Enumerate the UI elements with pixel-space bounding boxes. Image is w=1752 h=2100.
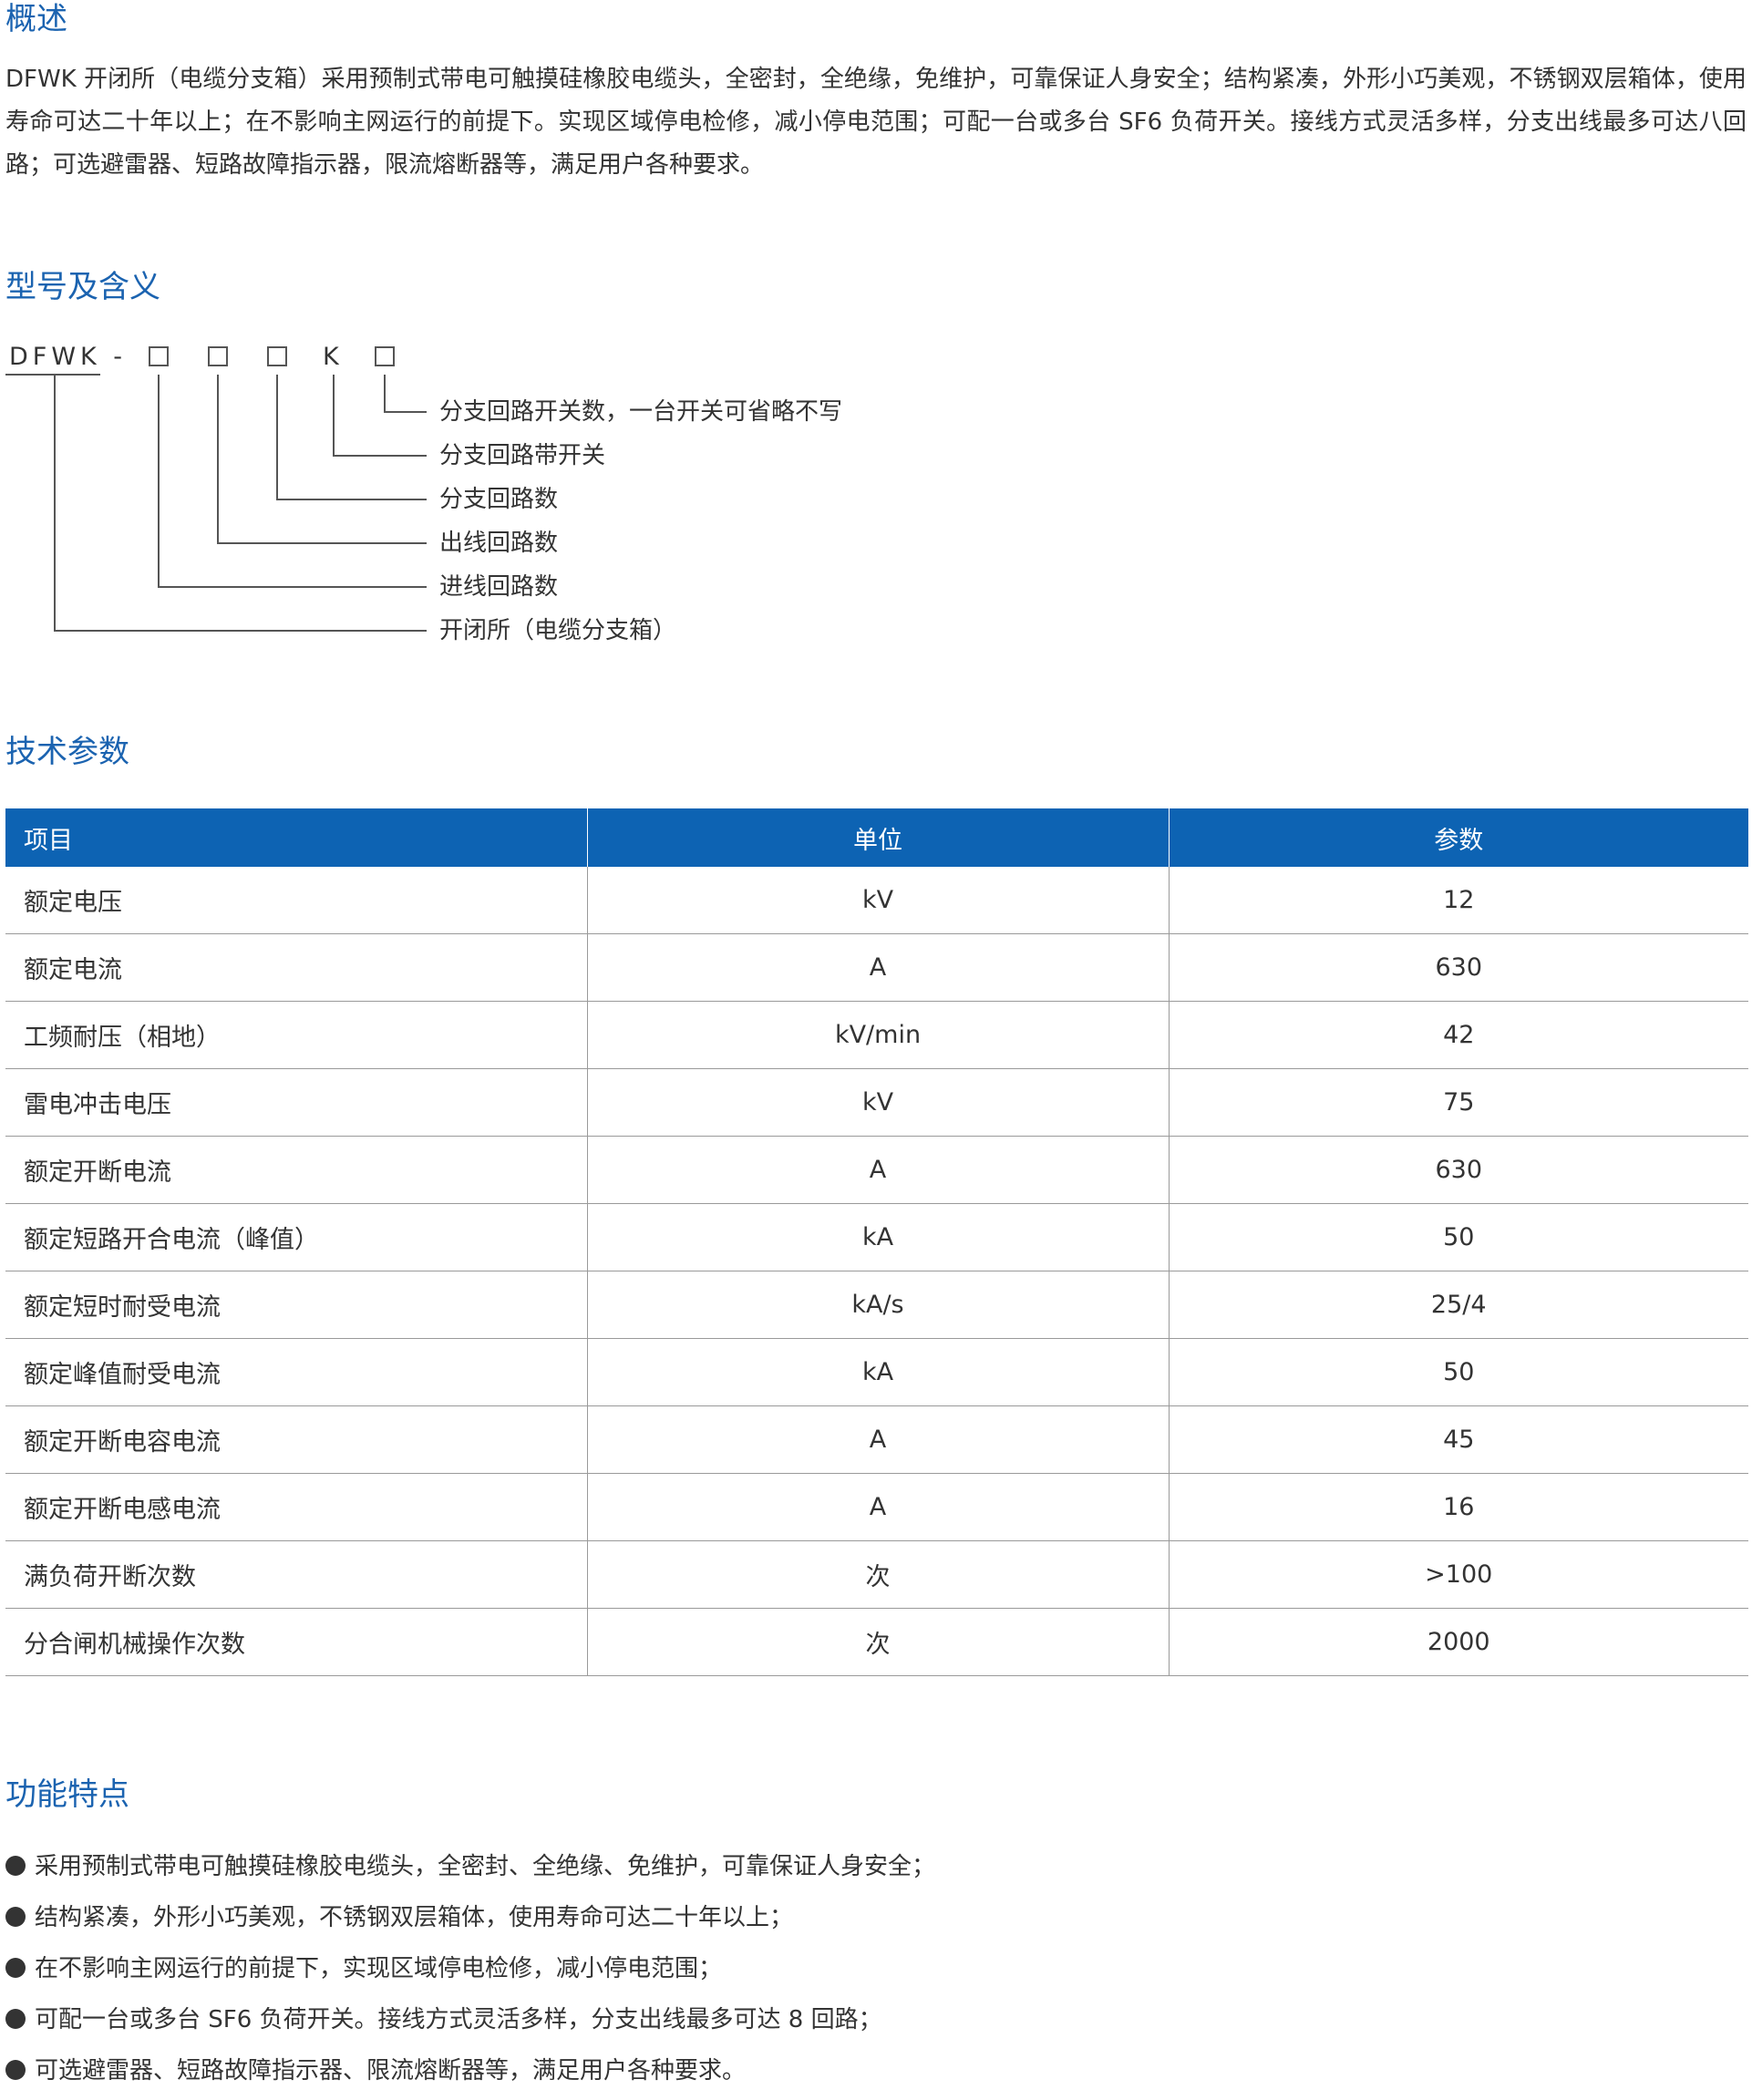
list-item: 可选避雷器、短路故障指示器、限流熔断器等，满足用户各种要求。: [5, 2045, 935, 2096]
row-item: 额定开断电感电流: [5, 1473, 588, 1541]
row-value: 630: [1169, 933, 1748, 1002]
header-value: 参数: [1169, 808, 1748, 867]
bullet-icon: [5, 1907, 26, 1927]
model-code-prefix: DFWK -: [9, 343, 128, 371]
row-value: 45: [1169, 1405, 1748, 1474]
bullet-icon: [5, 1958, 26, 1978]
features-list: 采用预制式带电可触摸硅橡胶电缆头，全密封、全绝缘、免维护，可靠保证人身安全； 结…: [5, 1841, 935, 2096]
row-unit: 次: [587, 1540, 1170, 1609]
features-title: 功能特点: [5, 1776, 129, 1813]
row-unit: kV: [587, 1068, 1170, 1137]
feature-text: 采用预制式带电可触摸硅橡胶电缆头，全密封、全绝缘、免维护，可靠保证人身安全；: [35, 1853, 936, 1880]
model-label-branch-with-switch: 分支回路带开关: [439, 442, 606, 469]
list-item: 在不影响主网运行的前提下，实现区域停电检修，减小停电范围；: [5, 1943, 935, 1994]
row-item: 额定电流: [5, 933, 588, 1002]
row-item: 额定峰值耐受电流: [5, 1338, 588, 1406]
header-unit: 单位: [587, 808, 1170, 867]
row-unit: kA: [587, 1203, 1170, 1271]
table-row: 额定峰值耐受电流 kA 50: [5, 1338, 1748, 1406]
feature-text: 结构紧凑，外形小巧美观，不锈钢双层箱体，使用寿命可达二十年以上；: [35, 1904, 794, 1931]
model-label-incoming-count: 进线回路数: [439, 573, 559, 601]
model-title: 型号及含义: [5, 269, 160, 305]
model-label-branch-switch-count: 分支回路开关数，一台开关可省略不写: [439, 398, 843, 426]
row-unit: A: [587, 1136, 1170, 1204]
row-value: 25/4: [1169, 1271, 1748, 1339]
row-unit: kA/s: [587, 1271, 1170, 1339]
table-row: 分合闸机械操作次数 次 2000: [5, 1608, 1748, 1676]
row-item: 分合闸机械操作次数: [5, 1608, 588, 1676]
list-item: 可配一台或多台 SF6 负荷开关。接线方式灵活多样，分支出线最多可达 8 回路；: [5, 1994, 935, 2045]
row-value: 16: [1169, 1473, 1748, 1541]
row-value: >100: [1169, 1540, 1748, 1609]
row-unit: A: [587, 1473, 1170, 1541]
list-item: 采用预制式带电可触摸硅橡胶电缆头，全密封、全绝缘、免维护，可靠保证人身安全；: [5, 1841, 935, 1892]
table-row: 额定开断电感电流 A 16: [5, 1473, 1748, 1541]
model-code-letter: K: [323, 343, 344, 371]
model-diagram: DFWK - K 分支回路开关数，一台开关可省略不写 分支回路带开关 分支回路数…: [0, 335, 1003, 645]
bullet-icon: [5, 2009, 26, 2029]
row-unit: 次: [587, 1608, 1170, 1676]
row-item: 满负荷开断次数: [5, 1540, 588, 1609]
row-unit: kV/min: [587, 1001, 1170, 1069]
table-row: 额定短路开合电流（峰值） kA 50: [5, 1203, 1748, 1271]
model-label-branch-count: 分支回路数: [439, 486, 559, 513]
model-label-outgoing-count: 出线回路数: [439, 530, 559, 557]
table-row: 额定电压 kV 12: [5, 867, 1748, 934]
feature-text: 在不影响主网运行的前提下，实现区域停电检修，减小停电范围；: [35, 1955, 723, 1982]
table-row: 额定短时耐受电流 kA/s 25/4: [5, 1271, 1748, 1339]
model-label-switching-station: 开闭所（电缆分支箱）: [439, 617, 677, 644]
bullet-icon: [5, 2060, 26, 2080]
model-diagram-lines: [5, 346, 427, 632]
table-row: 额定开断电流 A 630: [5, 1136, 1748, 1204]
table-row: 额定电流 A 630: [5, 933, 1748, 1002]
table-header-row: 项目 单位 参数: [5, 808, 1748, 867]
params-title: 技术参数: [5, 734, 129, 770]
row-item: 额定短时耐受电流: [5, 1271, 588, 1339]
row-value: 2000: [1169, 1608, 1748, 1676]
feature-text: 可配一台或多台 SF6 负荷开关。接线方式灵活多样，分支出线最多可达 8 回路；: [35, 2006, 882, 2033]
table-row: 雷电冲击电压 kV 75: [5, 1068, 1748, 1137]
bullet-icon: [5, 1856, 26, 1876]
row-item: 额定短路开合电流（峰值）: [5, 1203, 588, 1271]
row-value: 50: [1169, 1203, 1748, 1271]
feature-text: 可选避雷器、短路故障指示器、限流熔断器等，满足用户各种要求。: [35, 2057, 747, 2085]
row-unit: A: [587, 1405, 1170, 1474]
row-value: 42: [1169, 1001, 1748, 1069]
row-unit: kA: [587, 1338, 1170, 1406]
table-row: 工频耐压（相地） kV/min 42: [5, 1001, 1748, 1069]
params-table: 项目 单位 参数 额定电压 kV 12 额定电流 A 630 工频耐压（相地） …: [5, 808, 1748, 1676]
row-item: 雷电冲击电压: [5, 1068, 588, 1137]
row-item: 额定电压: [5, 867, 588, 934]
header-item: 项目: [5, 808, 588, 867]
row-value: 12: [1169, 867, 1748, 934]
row-unit: kV: [587, 867, 1170, 934]
row-value: 630: [1169, 1136, 1748, 1204]
row-item: 额定开断电容电流: [5, 1405, 588, 1474]
row-value: 50: [1169, 1338, 1748, 1406]
row-unit: A: [587, 933, 1170, 1002]
row-item: 工频耐压（相地）: [5, 1001, 588, 1069]
overview-title: 概述: [5, 1, 67, 37]
table-row: 满负荷开断次数 次 >100: [5, 1540, 1748, 1609]
row-value: 75: [1169, 1068, 1748, 1137]
table-row: 额定开断电容电流 A 45: [5, 1405, 1748, 1474]
overview-paragraph: DFWK 开闭所（电缆分支箱）采用预制式带电可触摸硅橡胶电缆头，全密封，全绝缘，…: [5, 66, 1747, 179]
row-item: 额定开断电流: [5, 1136, 588, 1204]
list-item: 结构紧凑，外形小巧美观，不锈钢双层箱体，使用寿命可达二十年以上；: [5, 1892, 935, 1943]
